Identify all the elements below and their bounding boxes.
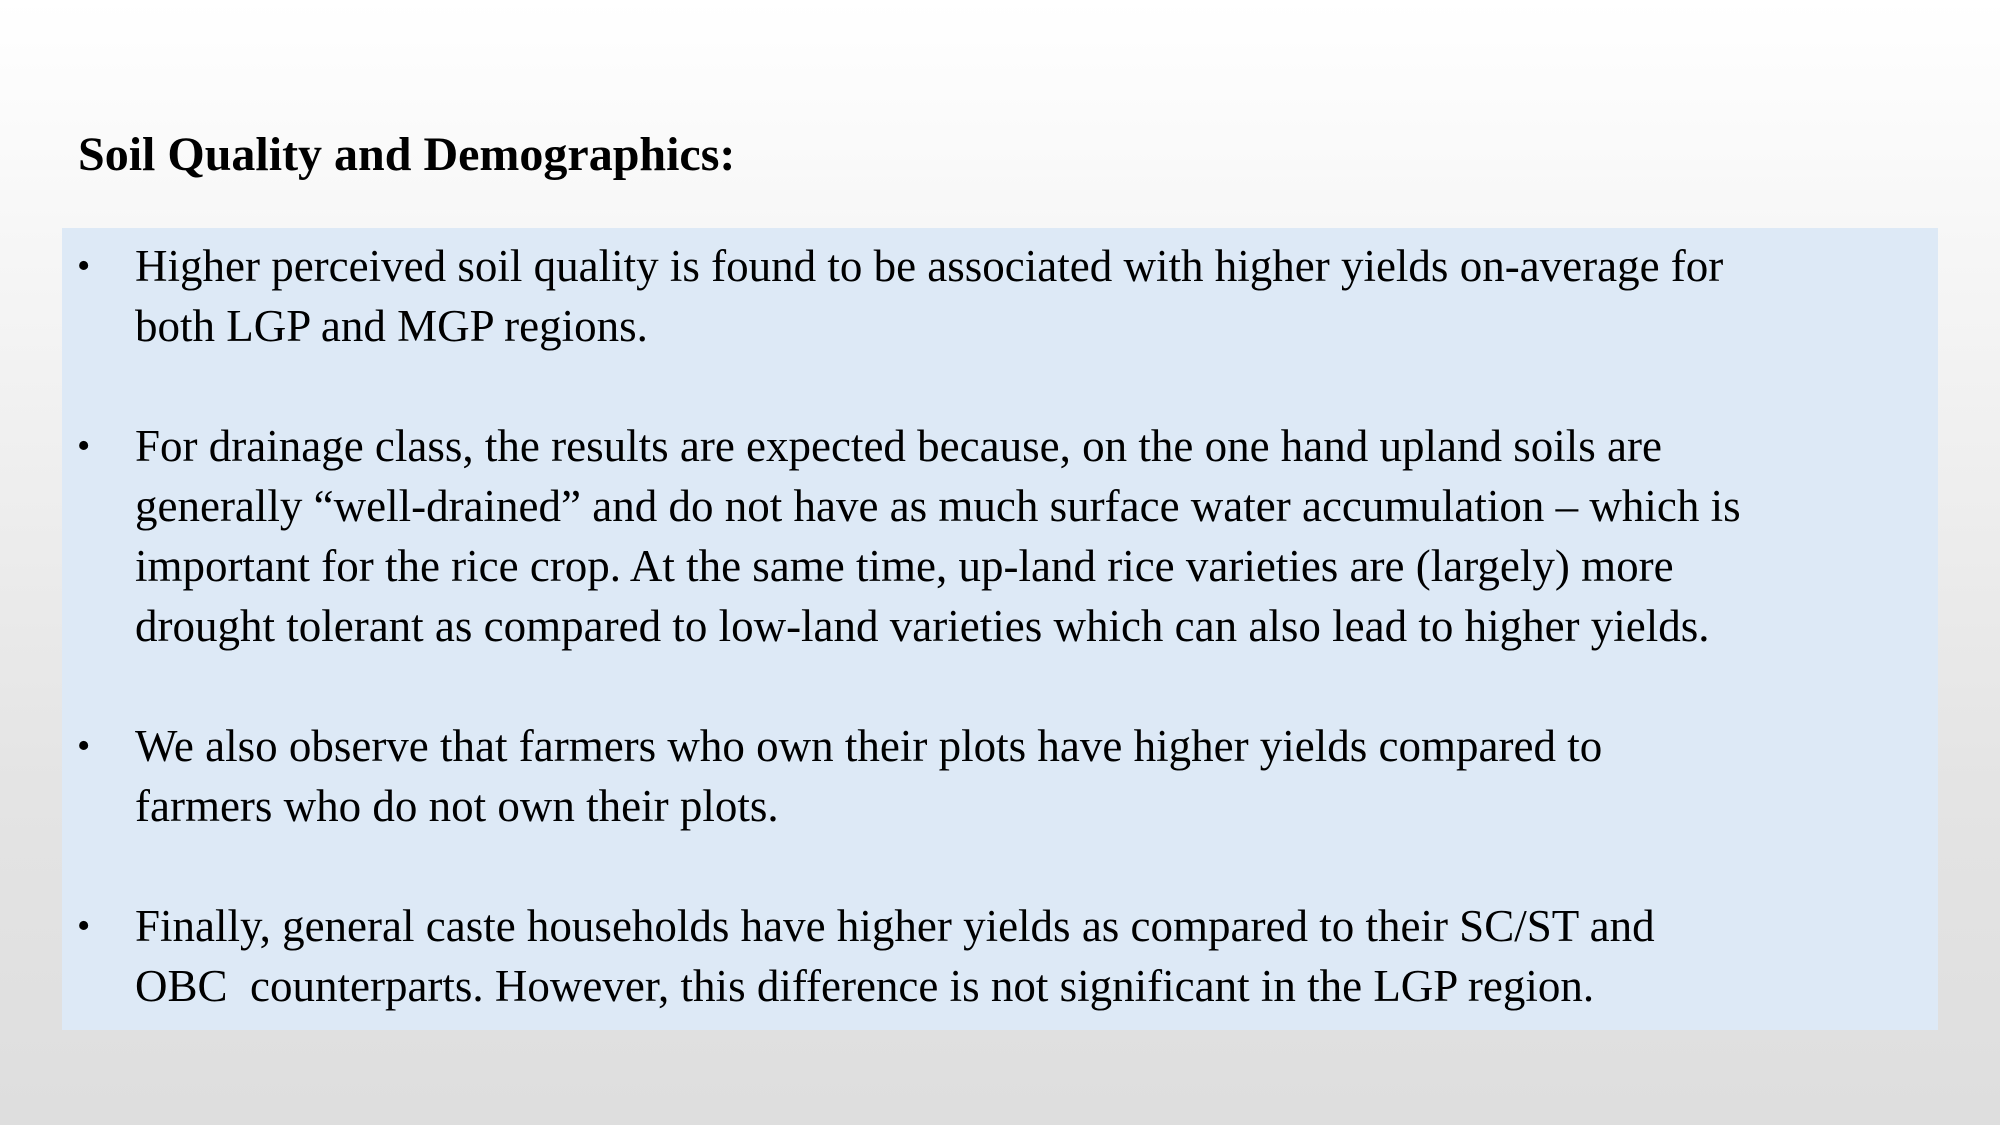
- bullet-item-drainage-class: • For drainage class, the results are ex…: [62, 416, 1938, 656]
- content-box: • Higher perceived soil quality is found…: [62, 228, 1938, 1030]
- bullet-item-plot-ownership: • We also observe that farmers who own t…: [62, 716, 1938, 836]
- bullet-line: both LGP and MGP regions.: [135, 301, 648, 351]
- bullet-line: Finally, general caste households have h…: [135, 901, 1655, 951]
- bullet-icon: •: [77, 425, 91, 467]
- bullet-icon: •: [77, 245, 91, 287]
- bullet-list: • Higher perceived soil quality is found…: [62, 236, 1938, 1016]
- bullet-item-soil-quality: • Higher perceived soil quality is found…: [62, 236, 1938, 356]
- bullet-text: Finally, general caste households have h…: [135, 896, 1938, 1016]
- bullet-text: We also observe that farmers who own the…: [135, 716, 1938, 836]
- bullet-line: generally “well-drained” and do not have…: [135, 481, 1741, 531]
- bullet-line: drought tolerant as compared to low-land…: [135, 601, 1710, 651]
- bullet-line: We also observe that farmers who own the…: [135, 721, 1603, 771]
- bullet-line: farmers who do not own their plots.: [135, 781, 779, 831]
- bullet-line: important for the rice crop. At the same…: [135, 541, 1674, 591]
- bullet-text: Higher perceived soil quality is found t…: [135, 236, 1938, 356]
- bullet-text: For drainage class, the results are expe…: [135, 416, 1938, 656]
- bullet-line: For drainage class, the results are expe…: [135, 421, 1662, 471]
- bullet-icon: •: [77, 905, 91, 947]
- bullet-line: Higher perceived soil quality is found t…: [135, 241, 1724, 291]
- bullet-line: OBC counterparts. However, this differen…: [135, 961, 1595, 1011]
- bullet-item-caste: • Finally, general caste households have…: [62, 896, 1938, 1016]
- slide-title: Soil Quality and Demographics:: [78, 128, 736, 181]
- bullet-icon: •: [77, 725, 91, 767]
